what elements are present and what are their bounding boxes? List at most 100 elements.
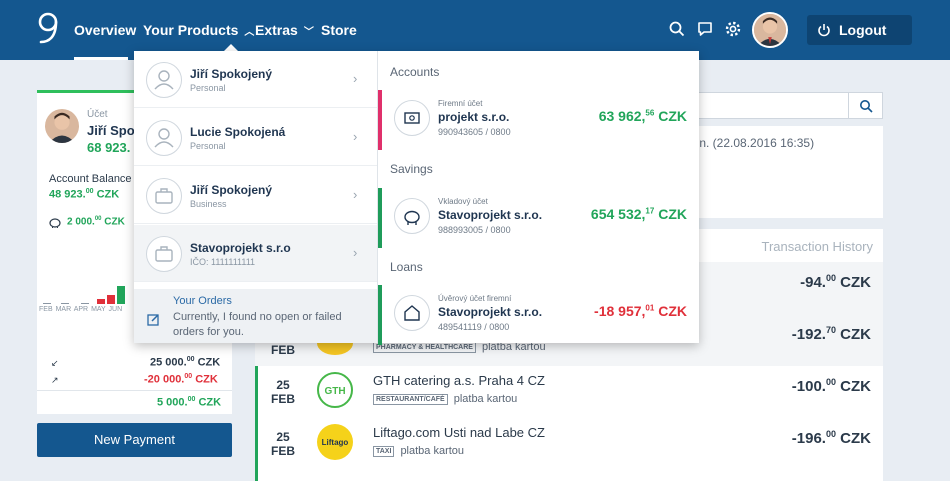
profile-name: Jiří Spokojený xyxy=(190,183,273,197)
account-color-bar xyxy=(378,188,382,248)
transaction-amount: -192.70 CZK xyxy=(791,325,871,343)
banknote-icon xyxy=(394,100,430,136)
last-login-panel: gin. (22.08.2016 16:35) xyxy=(690,126,883,218)
person-icon xyxy=(146,62,182,98)
power-icon xyxy=(818,24,830,37)
section-savings: Savings xyxy=(390,162,433,176)
person-icon xyxy=(146,120,182,156)
account-balance-value: 48 923.00 CZK xyxy=(49,188,120,201)
transaction-date: FEB xyxy=(271,343,295,357)
history-accent-bar xyxy=(255,262,258,481)
logout-button[interactable]: Logout xyxy=(807,15,912,45)
svg-text:GTH: GTH xyxy=(324,386,345,397)
search-icon[interactable] xyxy=(668,20,686,38)
net-value: 5 000.00 CZK xyxy=(157,396,222,409)
category-tag: TAXI xyxy=(373,445,395,457)
chevron-right-icon: › xyxy=(353,129,358,144)
search-icon xyxy=(860,100,873,113)
products-dropdown: Jiří Spokojený Personal › Lucie Spokojen… xyxy=(134,51,699,345)
chart-bar xyxy=(107,295,115,304)
expense-value: -20 000.00 CZK xyxy=(144,373,218,386)
income-value: 25 000.00 CZK xyxy=(150,356,221,369)
account-balance: 68 923. xyxy=(87,140,131,155)
nav-active-indicator xyxy=(74,57,128,60)
settings-gear-icon[interactable] xyxy=(724,20,742,38)
section-loans: Loans xyxy=(390,260,423,274)
profile-item[interactable]: Jiří Spokojený Personal › xyxy=(134,51,377,108)
gth-logo-icon: GTH xyxy=(317,372,353,408)
transaction-row[interactable]: 25 FEB Liftago Liftago.com Usti nad Labe … xyxy=(255,418,883,470)
chart-bar xyxy=(117,286,125,304)
chevron-right-icon: › xyxy=(353,187,358,202)
monthly-chart xyxy=(39,278,139,304)
account-name: projekt s.r.o. xyxy=(438,110,510,124)
chart-bar xyxy=(97,299,105,304)
chevron-up-icon: ︿ xyxy=(244,27,255,38)
category-tag: RESTAURANT/CAFÉ xyxy=(373,393,448,405)
account-item[interactable]: Vkladový účet Stavoprojekt s.r.o. 988993… xyxy=(378,188,699,248)
transaction-amount: -196.00 CZK xyxy=(791,429,871,447)
svg-text:Liftago: Liftago xyxy=(322,438,349,447)
account-type: Vkladový účet xyxy=(438,197,488,206)
transaction-row[interactable]: 25 FEB GTH GTH catering a.s. Praha 4 CZ R… xyxy=(255,366,883,418)
profile-item[interactable]: Lucie Spokojená Personal › xyxy=(134,109,377,166)
piggy-bank-icon xyxy=(49,218,61,228)
transaction-date: 25 FEB xyxy=(271,430,295,458)
chart-month-labels: FEB MAR APR MAY JUN xyxy=(39,306,123,313)
piggy-bank-icon xyxy=(394,198,430,234)
savings-value: 2 000.00 CZK xyxy=(67,216,125,228)
transaction-category: RESTAURANT/CAFÉ platba kartou xyxy=(373,393,517,405)
divider xyxy=(37,390,232,391)
account-number: 988993005 / 0800 xyxy=(438,225,511,235)
nav-store[interactable]: Store xyxy=(321,22,357,38)
account-name: Stavoprojekt s.r.o. xyxy=(438,208,543,222)
account-color-bar xyxy=(378,90,382,150)
account-user-name: Jiří Spok xyxy=(87,123,142,138)
profile-type: Personal xyxy=(190,141,226,151)
orders-title[interactable]: Your Orders xyxy=(173,295,232,307)
chart-bar xyxy=(43,303,51,304)
account-type: Firemní účet xyxy=(438,99,483,108)
briefcase-icon xyxy=(146,178,182,214)
profile-item[interactable]: Jiří Spokojený Business › xyxy=(134,167,377,224)
account-number: 489541119 / 0800 xyxy=(438,322,510,332)
nav-overview[interactable]: Overview xyxy=(74,22,137,38)
chevron-right-icon: › xyxy=(353,71,358,86)
profile-item-selected[interactable]: Stavoprojekt s.r.o IČO: 1111111111 › xyxy=(134,225,377,282)
profile-type: Business xyxy=(190,199,227,209)
account-amount: 63 962,56 CZK xyxy=(598,108,687,124)
profile-list: Jiří Spokojený Personal › Lucie Spokojen… xyxy=(134,51,378,343)
transaction-name: GTH catering a.s. Praha 4 CZ xyxy=(373,373,545,388)
profile-type: IČO: 1111111111 xyxy=(190,257,256,267)
transaction-amount: -94.00 CZK xyxy=(800,273,871,291)
george-logo-icon[interactable] xyxy=(36,12,60,46)
account-item[interactable]: Úvěrový účet firemní Stavoprojekt s.r.o.… xyxy=(378,285,699,345)
profile-name: Jiří Spokojený xyxy=(190,67,273,81)
user-avatar[interactable] xyxy=(752,12,788,48)
transaction-history-title: Transaction History xyxy=(761,239,874,254)
transaction-name: Liftago.com Usti nad Labe CZ xyxy=(373,425,545,440)
income-arrow-icon: ↙ xyxy=(51,358,59,368)
messages-icon[interactable] xyxy=(696,20,714,38)
account-label: Účet xyxy=(87,109,108,120)
search-button[interactable] xyxy=(848,92,883,119)
expense-arrow-icon: ↗ xyxy=(51,375,59,385)
chart-bar xyxy=(81,303,89,304)
account-item[interactable]: Firemní účet projekt s.r.o. 990943605 / … xyxy=(378,90,699,150)
new-payment-button[interactable]: New Payment xyxy=(37,423,232,457)
orders-text: Currently, I found no open or failed ord… xyxy=(173,311,342,338)
orders-section: Your Orders Currently, I found no open o… xyxy=(134,289,377,343)
edit-icon xyxy=(147,314,159,326)
briefcase-icon xyxy=(146,236,182,272)
nav-extras[interactable]: Extras ﹀ xyxy=(255,22,314,38)
transaction-amount: -100.00 CZK xyxy=(791,377,871,395)
profile-name: Stavoprojekt s.r.o xyxy=(190,241,291,255)
profile-type: Personal xyxy=(190,83,226,93)
chart-bar xyxy=(61,303,69,304)
top-bar: Overview Your Products ︿ Extras ﹀ Store Lo… xyxy=(0,0,950,60)
nav-your-products[interactable]: Your Products ︿ xyxy=(143,22,255,38)
account-amount: 654 532,17 CZK xyxy=(590,206,687,222)
account-type: Úvěrový účet firemní xyxy=(438,294,512,303)
account-number: 990943605 / 0800 xyxy=(438,127,511,137)
account-balance-label: Account Balance xyxy=(49,173,132,185)
